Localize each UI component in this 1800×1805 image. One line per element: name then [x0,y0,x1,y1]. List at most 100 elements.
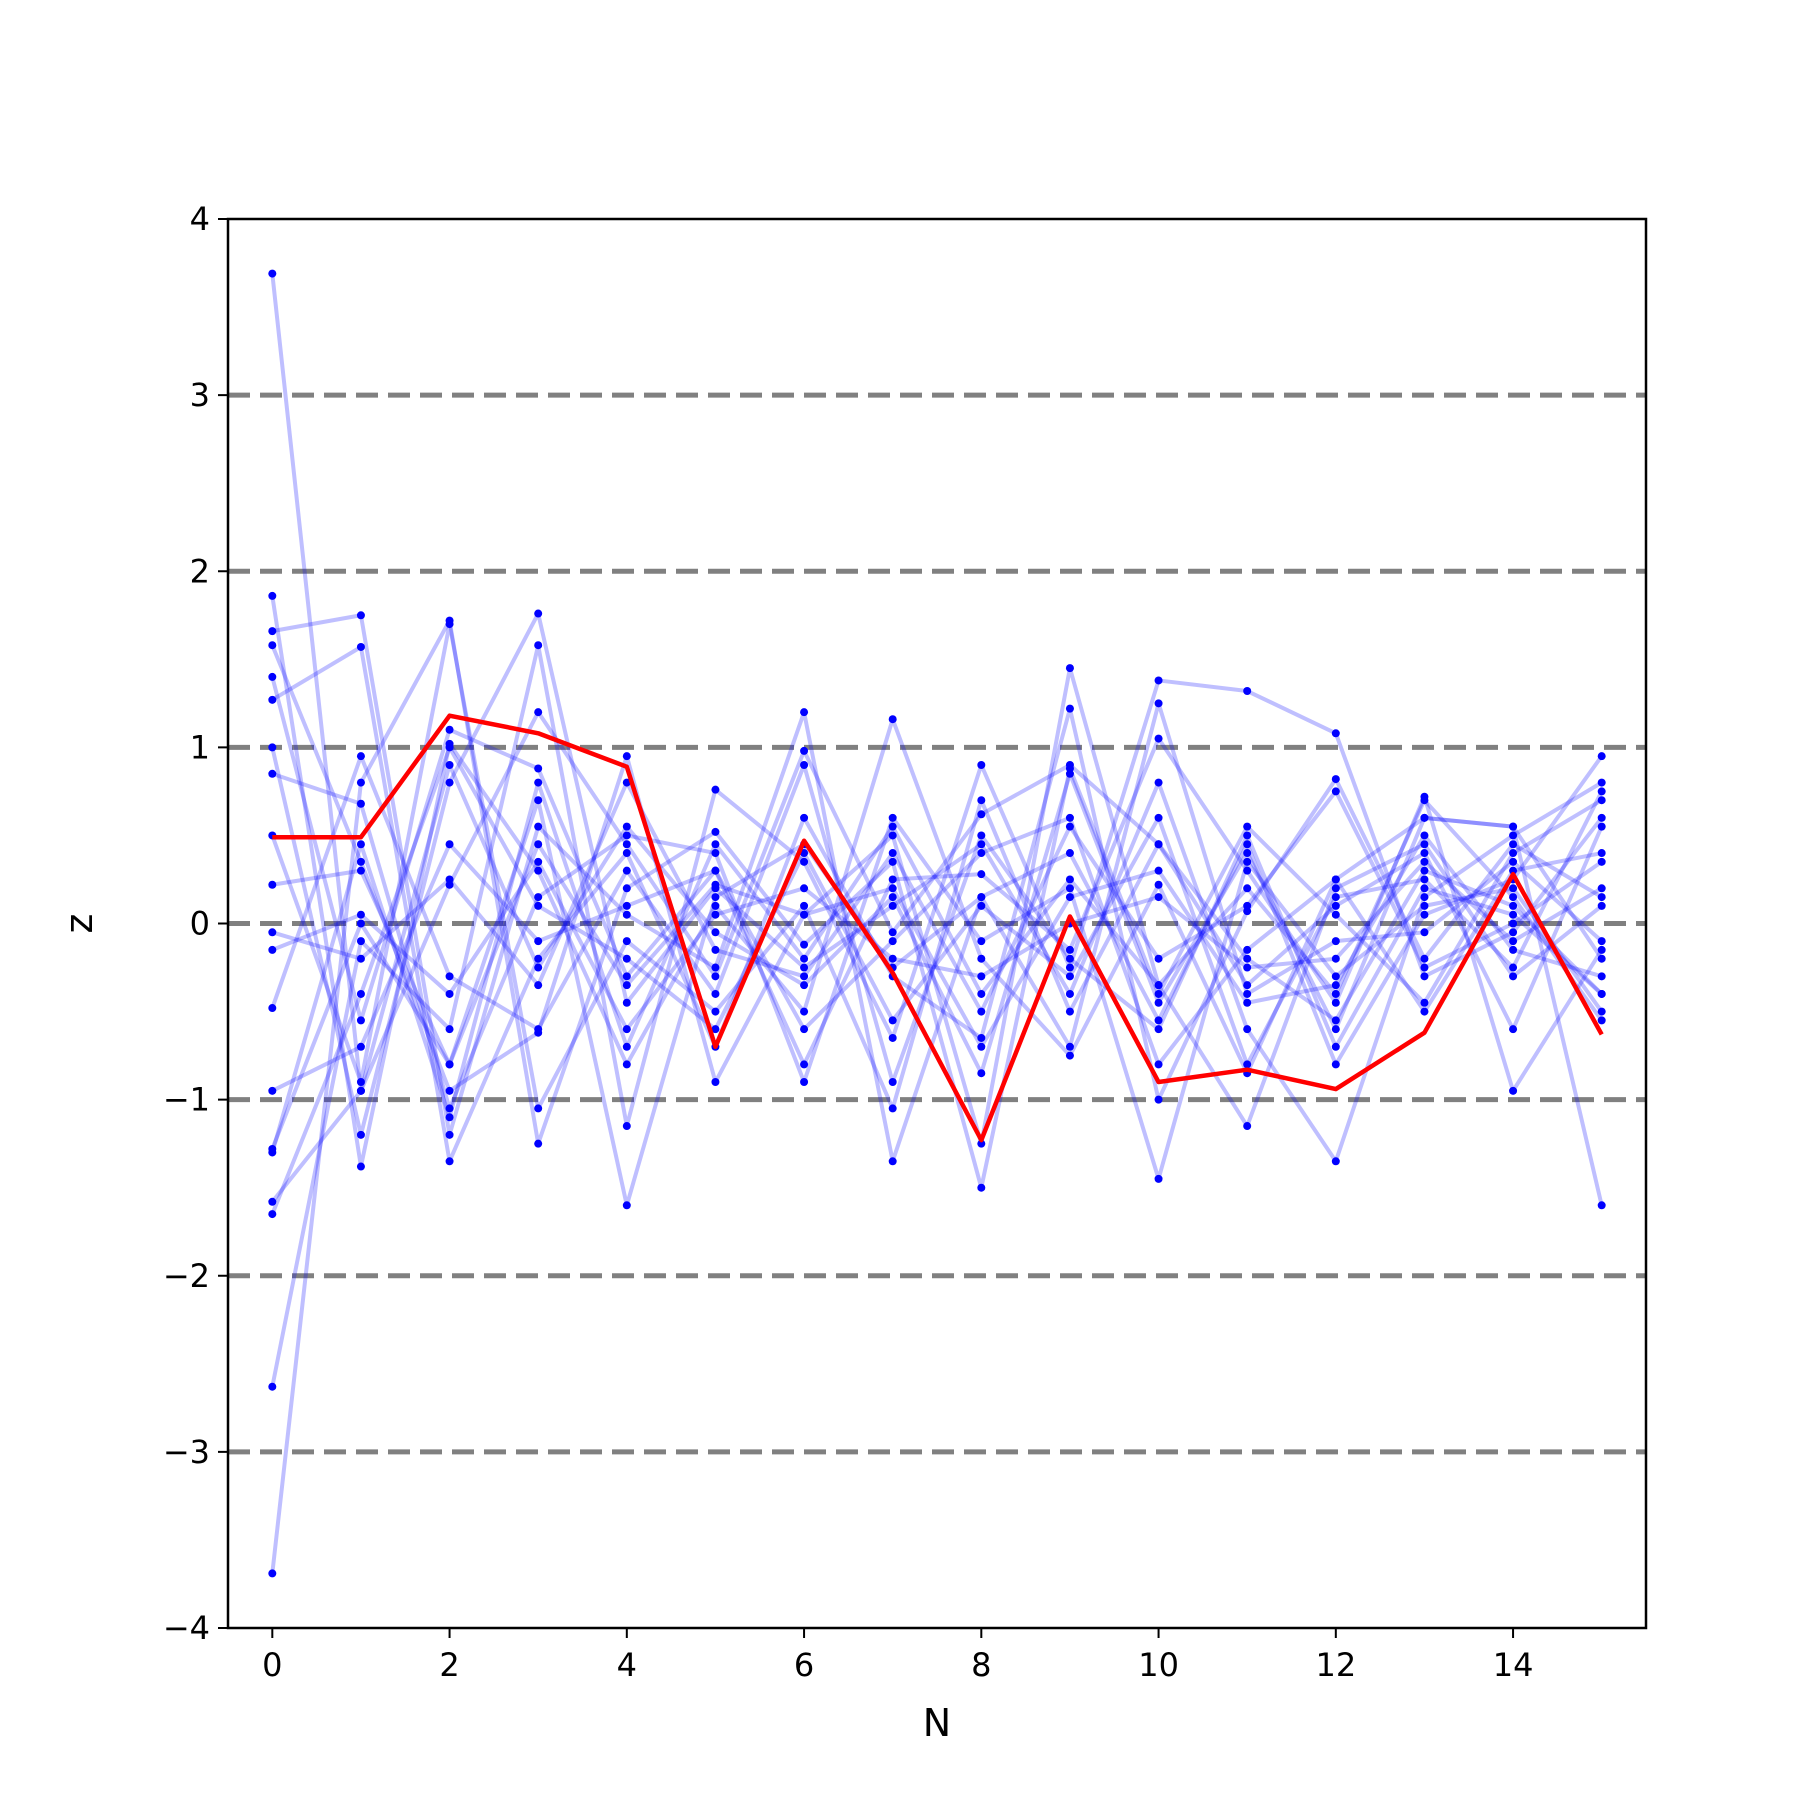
series-point [534,609,543,618]
series-line [270,595,1604,1206]
series-point [356,910,365,919]
series-point [1597,1016,1606,1025]
series-point [800,760,809,769]
series-point [1420,963,1429,972]
series-point [977,870,986,879]
x-axis-label: N [923,1701,951,1745]
series-point [1154,880,1163,889]
series-point [356,989,365,998]
series-point [888,1104,897,1113]
series-point [356,611,365,620]
series-point [1597,937,1606,946]
series-point [711,910,720,919]
series-point [711,880,720,889]
series-point [1331,998,1340,1007]
series-point [268,269,277,278]
series-point [1597,1007,1606,1016]
series-point [445,760,454,769]
series-point [622,981,631,990]
series-point [1065,954,1074,963]
series-point [356,642,365,651]
series-point [1597,989,1606,998]
series-point [622,884,631,893]
series-point [268,672,277,681]
series-point [800,940,809,949]
series-point [534,937,543,946]
series-point [1509,910,1518,919]
series-point [268,1148,277,1157]
series-line [270,644,1603,1146]
series-point [711,866,720,875]
series-point [1331,875,1340,884]
series-point [445,1025,454,1034]
series-point [977,1183,986,1192]
series-point [1509,919,1518,928]
series-point [1331,775,1340,784]
series-point [1243,849,1252,858]
series-point [268,1569,277,1578]
series-line [270,622,1604,1111]
series-point [356,840,365,849]
series-point [1509,972,1518,981]
series-point [1420,910,1429,919]
series-point [1420,831,1429,840]
series-point [1065,893,1074,902]
series-point [1154,866,1163,875]
series-point [977,901,986,910]
series-point [268,1004,277,1013]
series-point [268,591,277,600]
series-point [268,627,277,636]
x-tick-label: 8 [971,1646,991,1684]
series-point [1065,1042,1074,1051]
series-point [356,1086,365,1095]
series-point [268,928,277,937]
series-point [711,928,720,937]
series-point [1154,1174,1163,1183]
y-tick-label: −2 [163,1257,210,1295]
series-point [356,799,365,808]
series-point [1243,1060,1252,1069]
series-point [800,1025,809,1034]
series-point [1509,893,1518,902]
series-point [622,1122,631,1131]
series-point [1154,1025,1163,1034]
series-point [1331,1042,1340,1051]
series-point [1243,1122,1252,1131]
series-point [1420,954,1429,963]
series-point [1154,813,1163,822]
x-tick-label: 4 [617,1646,637,1684]
series-point [800,1078,809,1087]
series-point [1065,989,1074,998]
series-point [445,1104,454,1113]
series-point [977,1042,986,1051]
series-point [888,1033,897,1042]
series-point [1243,963,1252,972]
series-point [1154,734,1163,743]
series-line [270,273,1604,1093]
series-point [445,972,454,981]
series-point [445,989,454,998]
series-point [1243,857,1252,866]
series-point [800,910,809,919]
series-point [622,901,631,910]
series-point [1597,796,1606,805]
series-point [268,880,277,889]
series-point [800,981,809,990]
series-points [268,269,1606,1578]
y-tick-label: 3 [190,376,210,414]
series-point [1243,998,1252,1007]
series-point [1243,884,1252,893]
series-point [888,831,897,840]
series-point [1243,831,1252,840]
series-point [1597,787,1606,796]
series-point [888,937,897,946]
series-point [888,1016,897,1025]
y-tick-label: −3 [163,1433,210,1471]
series-point [622,954,631,963]
series-line [270,618,1603,1574]
series-point [800,1060,809,1069]
series-point [1509,849,1518,858]
y-tick-label: 0 [190,905,210,943]
series-line [271,815,1603,1093]
series-point [622,937,631,946]
